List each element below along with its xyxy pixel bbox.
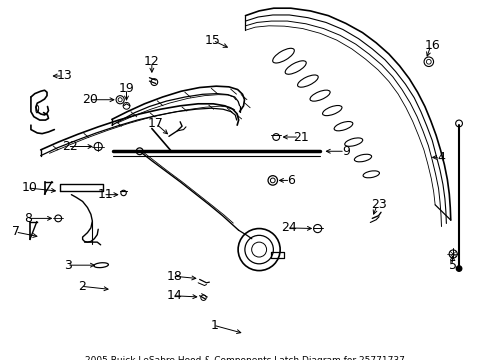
Circle shape: [455, 266, 461, 271]
Text: 3: 3: [64, 259, 72, 272]
Text: 8: 8: [24, 212, 32, 225]
Text: 24: 24: [281, 221, 296, 234]
Text: 2005 Buick LeSabre Hood & Components Latch Diagram for 25771737: 2005 Buick LeSabre Hood & Components Lat…: [84, 356, 404, 360]
Text: 7: 7: [12, 225, 20, 238]
Text: 22: 22: [61, 140, 77, 153]
Text: 4: 4: [436, 151, 444, 164]
Text: 5: 5: [448, 259, 456, 272]
Text: 11: 11: [97, 188, 113, 201]
Text: 19: 19: [119, 82, 134, 95]
Text: 14: 14: [166, 289, 182, 302]
Text: 23: 23: [370, 198, 386, 211]
Text: 9: 9: [341, 145, 349, 158]
Text: 15: 15: [204, 34, 220, 47]
Text: 20: 20: [82, 93, 98, 106]
Text: 21: 21: [293, 131, 308, 144]
Text: 16: 16: [424, 39, 440, 52]
Text: 2: 2: [78, 280, 85, 293]
Text: 6: 6: [287, 174, 295, 187]
Text: 17: 17: [147, 117, 163, 130]
Text: 12: 12: [143, 55, 160, 68]
Text: 13: 13: [57, 69, 72, 82]
Text: 18: 18: [166, 270, 182, 283]
Text: 1: 1: [210, 319, 218, 332]
Text: 10: 10: [21, 181, 37, 194]
